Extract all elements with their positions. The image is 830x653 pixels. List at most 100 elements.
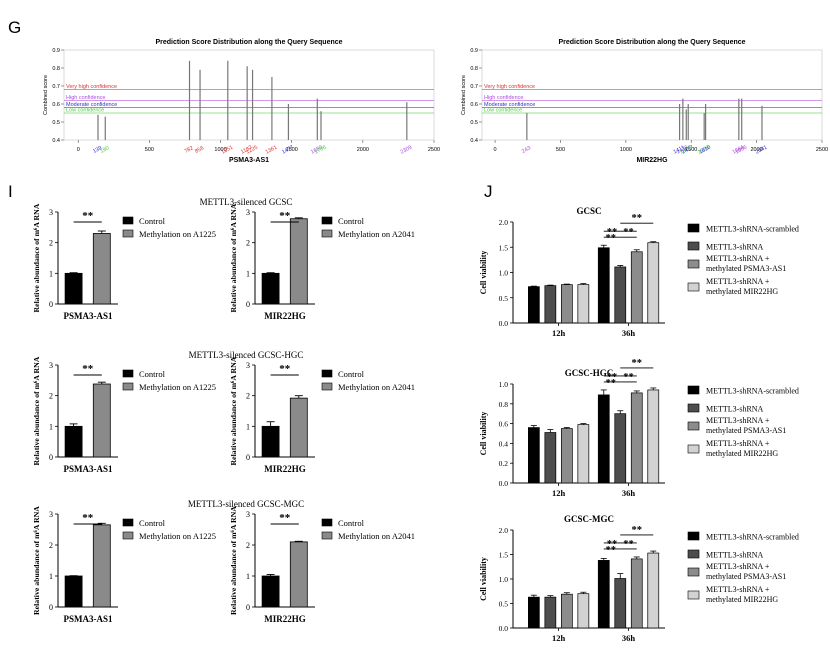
legend-swatch — [122, 531, 134, 540]
y-tick-label: 3 — [246, 510, 250, 519]
y-tick-label: 3 — [49, 361, 53, 370]
y-tick-label: 2 — [246, 239, 250, 248]
y-tick-label: 1 — [246, 422, 250, 431]
y-axis-label: Combined score — [461, 75, 467, 115]
legend-swatch — [687, 549, 700, 559]
legend-label: Control — [139, 369, 166, 379]
threshold-label: High confidence — [66, 95, 105, 101]
legend-label: Methylation on A2041 — [338, 531, 415, 541]
x-tick-label: 500 — [145, 147, 154, 153]
significance-mark: ** — [623, 372, 634, 383]
significance-mark: ** — [606, 233, 617, 244]
legend-swatch — [122, 229, 134, 238]
significance-mark: ** — [632, 525, 643, 536]
site-label: 1610 — [698, 145, 712, 156]
site-label: 856 — [194, 145, 205, 155]
legend-swatch — [687, 567, 700, 577]
y-tick-label: 1 — [49, 269, 53, 278]
x-tick-label: 0 — [494, 147, 497, 153]
bar — [261, 425, 280, 458]
site-label: 1599 — [697, 145, 711, 156]
significance-mark: ** — [632, 213, 643, 224]
x-tick-label: 0 — [77, 147, 80, 153]
legend-swatch — [687, 403, 700, 413]
y-tick-label: 3 — [246, 208, 250, 217]
legend-label-line: methylated PSMA3-AS1 — [706, 426, 786, 435]
site-label: 1187 — [240, 145, 253, 156]
y-tick-label: 0.4 — [470, 138, 478, 144]
bar — [289, 541, 308, 608]
x-tick-label: 2500 — [816, 147, 828, 153]
legend-label: METTL3-shRNA — [706, 243, 764, 252]
chart-title: Prediction Score Distribution along the … — [558, 39, 745, 46]
y-tick-label: 0.6 — [470, 102, 478, 108]
legend-swatch — [122, 518, 134, 527]
bar — [527, 596, 540, 629]
threshold-label: Low confidence — [66, 108, 104, 114]
legend-label-line: methylated MIR22HG — [706, 449, 778, 458]
legend-swatch — [687, 259, 700, 269]
y-tick-label: 0.9 — [52, 48, 60, 54]
y-tick-label: 0.0 — [499, 479, 509, 488]
legend-swatch — [321, 382, 333, 391]
legend-swatch — [687, 590, 700, 600]
site-label: 1462 — [679, 145, 693, 156]
legend-label: Control — [139, 216, 166, 226]
significance-mark: ** — [607, 227, 618, 238]
legend-label: METTL3-shRNA + methylated PSMA3-AS1 — [706, 416, 786, 435]
site-label: 782 — [184, 145, 195, 155]
y-tick-label: 0.7 — [470, 84, 478, 90]
legend-swatch — [687, 282, 700, 292]
legend-swatch — [321, 369, 333, 378]
site-label: 1436 — [676, 145, 690, 156]
bar — [64, 425, 83, 458]
x-tick-label: 1000 — [214, 147, 226, 153]
bar — [560, 284, 573, 324]
panel-letter-i: I — [8, 182, 13, 201]
bar — [261, 272, 280, 305]
y-tick-label: 0.0 — [499, 319, 509, 328]
significance-mark: ** — [606, 545, 617, 556]
legend-swatch — [687, 385, 700, 395]
section-title: METTL3-silenced GCSC-HGC — [189, 350, 304, 360]
site-label: 1477 — [281, 145, 295, 156]
x-tick-label: 1500 — [286, 147, 298, 153]
x-tick-label: 2000 — [357, 147, 369, 153]
y-tick-label: 2 — [246, 392, 250, 401]
x-axis-label: MIR22HG — [264, 614, 306, 624]
significance-mark: ** — [82, 363, 94, 375]
x-axis-label: PSMA3-AS1 — [64, 311, 113, 321]
y-tick-label: 1 — [246, 572, 250, 581]
site-label: 2309 — [400, 145, 414, 156]
y-tick-label: 0.6 — [499, 420, 509, 429]
x-tick-label: 500 — [556, 147, 565, 153]
legend-label: METTL3-shRNA + methylated MIR22HG — [706, 277, 778, 296]
chart-title: GCSC-MGC — [564, 514, 614, 524]
plot-frame — [63, 49, 435, 141]
y-axis-label: Relative abundance of m⁶A RNA — [32, 506, 41, 615]
significance-mark: ** — [279, 512, 291, 524]
x-tick-label: 12h — [552, 328, 566, 338]
site-label: 1864 — [732, 145, 746, 156]
y-tick-label: 1.0 — [499, 380, 509, 389]
significance-mark: ** — [82, 210, 94, 222]
legend-label: Control — [338, 518, 365, 528]
bar — [597, 394, 610, 484]
chart-title: GCSC — [576, 206, 601, 216]
legend-swatch — [687, 421, 700, 431]
y-tick-label: 0 — [246, 603, 250, 612]
x-tick-label: 2500 — [428, 147, 440, 153]
bar — [289, 218, 308, 305]
threshold-label: Moderate confidence — [484, 102, 535, 108]
y-tick-label: 0.5 — [499, 294, 509, 303]
x-axis-label: PSMA3-AS1 — [229, 157, 269, 164]
significance-mark: ** — [607, 539, 618, 550]
legend-label: Control — [338, 216, 365, 226]
y-tick-label: 2 — [49, 239, 53, 248]
bar — [614, 266, 627, 324]
y-tick-label: 1.0 — [499, 575, 509, 584]
y-tick-label: 0.4 — [499, 439, 509, 448]
legend-swatch — [122, 382, 134, 391]
y-tick-label: 0.7 — [52, 84, 60, 90]
bar — [560, 428, 573, 484]
